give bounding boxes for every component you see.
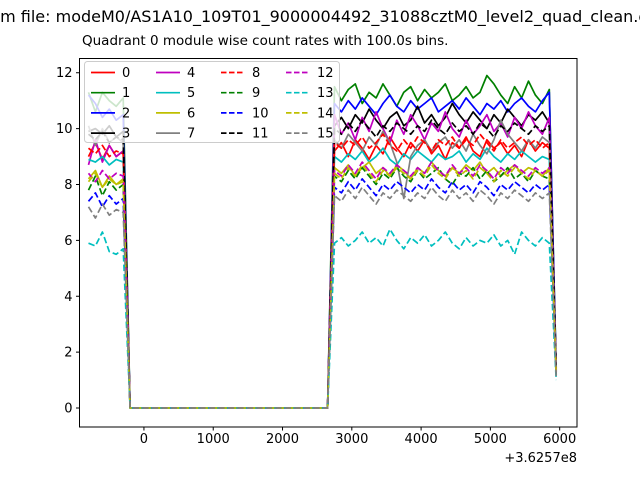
x-tick-label: 2000 <box>266 432 299 447</box>
series-line-9 <box>87 166 558 409</box>
legend-label: 12 <box>317 66 334 81</box>
y-tick-label: 2 <box>64 346 72 361</box>
series-line-6 <box>87 161 558 409</box>
y-tick-label: 12 <box>56 66 73 81</box>
legend-label: 0 <box>122 66 130 81</box>
legend-label: 4 <box>187 66 195 81</box>
legend-label: 2 <box>122 106 130 121</box>
legend-item-14: 14 <box>286 106 334 121</box>
legend-item-15: 15 <box>286 127 334 142</box>
series-line-7 <box>87 119 558 409</box>
series-line-4 <box>87 111 558 409</box>
legend-item-4: 4 <box>156 66 195 81</box>
axes-title: Quadrant 0 module wise count rates with … <box>82 33 449 49</box>
legend-frame <box>84 61 340 143</box>
y-tick-label: 4 <box>64 290 72 305</box>
legend-label: 14 <box>317 106 334 121</box>
legend-item-0: 0 <box>91 66 130 81</box>
legend-item-6: 6 <box>156 106 195 121</box>
y-tick-label: 8 <box>64 178 72 193</box>
x-axis: 0 1000 2000 3000 4000 5000 6000 +3.6257e8 <box>140 427 577 466</box>
axes-frame <box>79 58 578 428</box>
legend-item-7: 7 <box>156 127 195 142</box>
legend-item-9: 9 <box>221 86 260 101</box>
y-tick-label: 0 <box>64 402 72 417</box>
series-line-15 <box>87 186 558 409</box>
x-tick-label: 1000 <box>197 432 230 447</box>
legend-item-8: 8 <box>221 66 260 81</box>
legend-label: 6 <box>187 106 195 121</box>
legend-item-10: 10 <box>221 106 269 121</box>
legend-item-5: 5 <box>156 86 195 101</box>
legend-item-1: 1 <box>91 86 130 101</box>
plot-area <box>87 74 558 409</box>
series-line-10 <box>87 178 558 409</box>
x-axis-offset-label: +3.6257e8 <box>504 451 577 466</box>
legend-label: 9 <box>252 86 260 101</box>
x-tick-label: 6000 <box>543 432 576 447</box>
legend-item-11: 11 <box>221 127 269 142</box>
legend-label: 15 <box>317 127 334 142</box>
legend-item-2: 2 <box>91 106 130 121</box>
legend-label: 7 <box>187 127 195 142</box>
y-tick-label: 6 <box>64 234 72 249</box>
x-tick-label: 3000 <box>335 432 368 447</box>
legend-label: 10 <box>252 106 269 121</box>
legend-item-13: 13 <box>286 86 334 101</box>
figure-title: From file: modeM0/AS1A10_109T01_90000044… <box>0 7 640 26</box>
legend-item-3: 3 <box>91 127 130 142</box>
legend-label: 11 <box>252 127 269 142</box>
legend-item-12: 12 <box>286 66 334 81</box>
legend-label: 3 <box>122 127 130 142</box>
x-tick-label: 0 <box>140 432 148 447</box>
x-tick-label: 5000 <box>474 432 507 447</box>
legend-label: 13 <box>317 86 334 101</box>
x-tick-label: 4000 <box>405 432 438 447</box>
series-line-0 <box>87 136 558 409</box>
legend-label: 1 <box>122 86 130 101</box>
series-line-11 <box>87 119 558 409</box>
y-axis: 0 2 4 6 8 10 12 <box>56 66 80 417</box>
legend-label: 5 <box>187 86 195 101</box>
series-line-13 <box>88 228 558 409</box>
series-line-12 <box>87 161 558 409</box>
legend-label: 8 <box>252 66 260 81</box>
series-line-14 <box>87 164 558 409</box>
series-line-8 <box>87 133 558 409</box>
y-tick-label: 10 <box>56 122 73 137</box>
